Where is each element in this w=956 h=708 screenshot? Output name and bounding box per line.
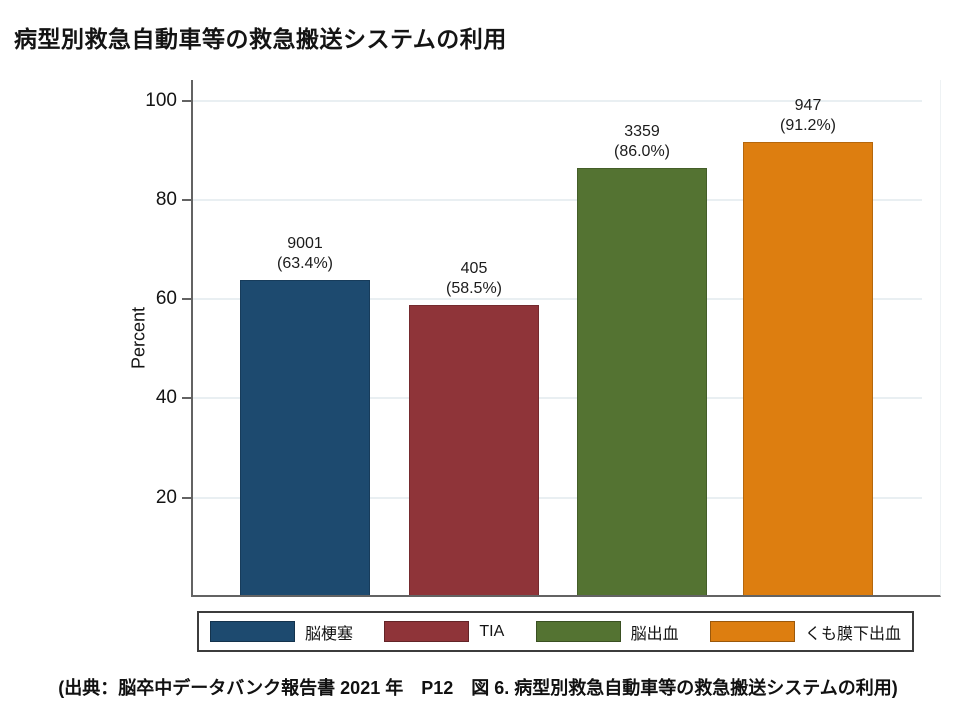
legend-swatch [709,621,795,642]
gridline [193,198,922,201]
legend-label: 脳梗塞 [305,625,354,643]
y-tick [182,99,191,102]
legend-label: くも膜下出血 [804,625,901,643]
plot-area: Percent 20 40 60 80 100 9001 (63.4%) 405 (58.5%)… [129,80,941,597]
y-tick [182,496,191,499]
legend-item-くも膜下出血: くも膜下出血 [709,620,901,644]
gridline [193,298,922,301]
bar-value-label: 9001 (63.4%) [276,235,334,273]
y-tick-label: 80 [155,188,177,210]
bar-くも膜下出血 [743,142,873,595]
chart-title: 病型別救急自動車等の救急搬送システムの利用 [14,26,507,52]
y-tick-label: 60 [155,288,177,310]
bar-value-label: 3359 (86.0%) [613,123,671,161]
legend-swatch [384,621,470,642]
legend-swatch [535,621,621,642]
y-tick [182,298,191,301]
source-caption: (出典：脳卒中データバンク報告書 2021 年 P12 図 6. 病型別救急自動… [58,678,898,698]
legend-swatch [210,621,295,642]
bar-脳出血 [577,168,707,595]
bar-value-label: 947 (91.2%) [779,97,837,135]
legend-label: 脳出血 [630,625,679,643]
legend-label: TIA [479,622,505,640]
bar-TIA [409,304,539,595]
gridline [193,496,922,499]
gridline [193,397,922,400]
gridline [193,99,922,102]
y-tick [182,198,191,201]
legend-item-脳出血: 脳出血 [535,620,679,644]
legend: 脳梗塞 TIA 脳出血 くも膜下出血 [197,611,914,652]
y-tick [182,397,191,400]
legend-item-脳梗塞: 脳梗塞 [210,620,353,644]
legend-item-TIA: TIA [384,621,504,642]
bar-脳梗塞 [240,280,370,595]
y-tick-label: 20 [155,486,177,508]
y-tick-label: 40 [155,387,177,409]
y-axis-label: Percent [128,306,149,369]
y-tick-label: 100 [145,89,177,111]
bar-value-label: 405 (58.5%) [445,259,503,297]
